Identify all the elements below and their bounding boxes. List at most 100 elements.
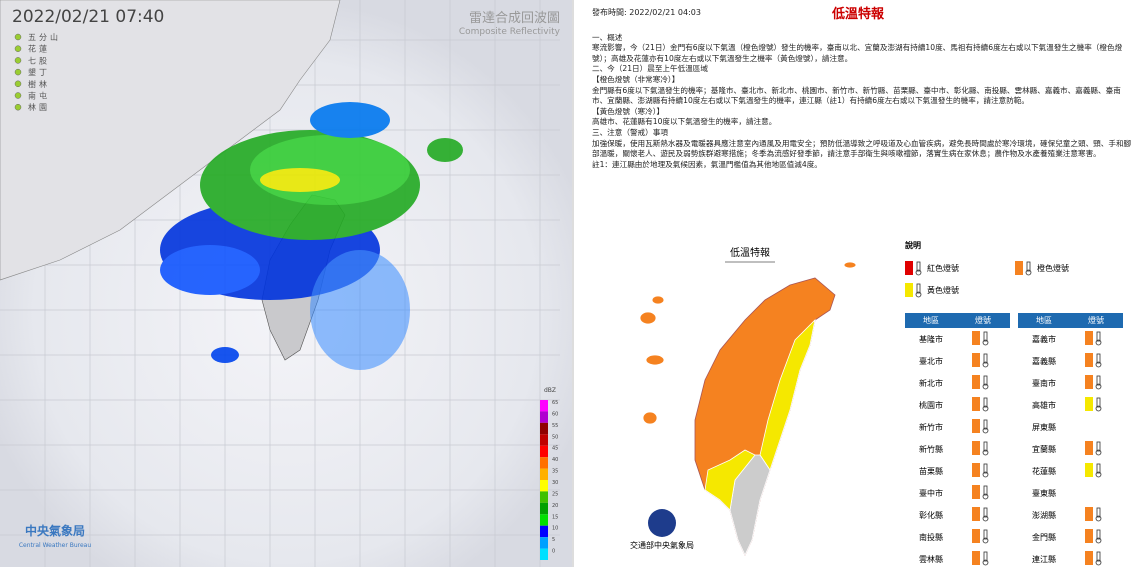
thermometer [983, 463, 988, 474]
colorbar-tick: 25 [552, 491, 558, 497]
taiwan-map [639, 261, 857, 556]
thermometer-bulb [982, 493, 989, 500]
colorbar-tick: 30 [552, 480, 558, 486]
signal [972, 529, 980, 543]
station-dot [14, 57, 22, 64]
region: 新竹縣 [919, 444, 943, 454]
thermometer-bulb [1095, 537, 1102, 544]
signal [1085, 441, 1093, 455]
signal [1085, 463, 1093, 477]
station-dot [14, 45, 22, 52]
warning-icon [905, 283, 922, 298]
table-row: 臺東縣 [1018, 482, 1123, 504]
warning-icon [972, 331, 989, 346]
warning-icon [1085, 441, 1102, 456]
signal [972, 331, 980, 345]
signal [1085, 551, 1093, 565]
signal-cell [1070, 374, 1122, 392]
colorbar-swatch [540, 537, 548, 549]
region: 嘉義市 [1032, 334, 1056, 344]
region: 苗栗縣 [919, 466, 943, 476]
table-row: 花蓮縣 [1018, 460, 1123, 482]
region: 嘉義縣 [1032, 356, 1056, 366]
station-name: 南屯 [28, 91, 50, 101]
table-row: 臺南市 [1018, 372, 1123, 394]
signal-cell [1070, 440, 1122, 458]
thermometer-bulb [1095, 383, 1102, 390]
region: 雲林縣 [919, 554, 943, 564]
station-name: 墾丁 [28, 67, 50, 77]
timestamp: 2022/02/21 07:40 [12, 7, 164, 27]
paragraphs: 一、概述 寒流影響，今（21日）金門有6度以下氣溫（橙色燈號）發生的機率，臺南以北… [592, 33, 1132, 171]
warning-icon [1085, 463, 1102, 478]
signal-cell [1070, 352, 1122, 370]
signal-cell [957, 528, 1009, 546]
colorbar-tick: 5 [552, 537, 555, 543]
thermometer-bulb [982, 427, 989, 434]
signal [972, 419, 980, 433]
agency: 中央氣象局 [25, 523, 85, 538]
thermometer [983, 419, 988, 430]
thermometer [1096, 397, 1101, 408]
thermometer-bulb [982, 449, 989, 456]
table-row: 臺北市 [905, 350, 1010, 372]
region: 金門縣 [1032, 532, 1056, 542]
paragraph: 【橙色燈號（非常寒冷）】 [592, 74, 680, 84]
region: 連江縣 [1032, 554, 1056, 564]
table-row: 金門縣 [1018, 526, 1123, 548]
warning-icon [905, 261, 922, 276]
signal-cell [1070, 330, 1122, 348]
signal [972, 507, 980, 521]
thermometer [916, 283, 921, 294]
thermometer-bulb [1095, 559, 1102, 566]
thermometer [1096, 551, 1101, 562]
thermometer [1096, 441, 1101, 452]
thermometer-bulb [1095, 361, 1102, 368]
region: 花蓮縣 [1032, 466, 1056, 476]
warning-icon [1085, 529, 1102, 544]
subtitle: Composite Reflectivity [459, 27, 561, 37]
signal [972, 485, 980, 499]
signal-cell [957, 418, 1009, 436]
paragraph: 寒流影響，今（21日）金門有6度以下氣溫（橙色燈號）發生的機率，臺南以北、宜蘭及… [592, 43, 1123, 63]
table-row: 臺中市 [905, 482, 1010, 504]
colorbar-tick: 45 [552, 446, 558, 452]
station-dot [14, 68, 22, 76]
thermometer-bulb [982, 383, 989, 390]
colorbar-swatch [540, 548, 548, 560]
region: 新竹市 [919, 422, 943, 432]
region: 臺東縣 [1032, 488, 1056, 498]
cwb-logo [648, 509, 676, 537]
signal [1085, 529, 1093, 543]
thermometer [1096, 507, 1101, 518]
divider [572, 0, 574, 567]
signal-cell [957, 374, 1009, 392]
signal-cell [957, 462, 1009, 480]
station-name: 樹林 [28, 79, 50, 89]
paragraph: 一、概述 [592, 32, 623, 42]
table-row: 基隆市 [905, 328, 1010, 350]
thermometer-bulb [1095, 339, 1102, 346]
colorbar-tick: 50 [552, 434, 558, 440]
colorbar-swatch [540, 445, 548, 458]
legend-title: 說明 [905, 241, 921, 250]
thermometer-bulb [982, 339, 989, 346]
colorbar-tick: 60 [552, 411, 558, 417]
signal-cell [957, 506, 1009, 524]
station-dot [14, 80, 22, 88]
thermometer-bulb [1095, 449, 1102, 456]
map-agency: 交通部中央氣象局 [630, 540, 694, 550]
warning-icon [972, 375, 989, 390]
colorbar-tick: 40 [552, 457, 558, 463]
warning-map: 低溫特報 交通部中央氣象局 [630, 246, 857, 556]
signal-cell [1070, 550, 1122, 568]
thermometer-bulb [915, 291, 922, 298]
header-cell: 燈號 [1088, 316, 1104, 325]
header-cell: 燈號 [975, 316, 991, 325]
thermometer [983, 529, 988, 540]
thermometer [1096, 375, 1101, 386]
thermometer [1096, 331, 1101, 342]
table-header: 地區 燈號 [905, 313, 1010, 328]
thermometer-bulb [982, 405, 989, 412]
